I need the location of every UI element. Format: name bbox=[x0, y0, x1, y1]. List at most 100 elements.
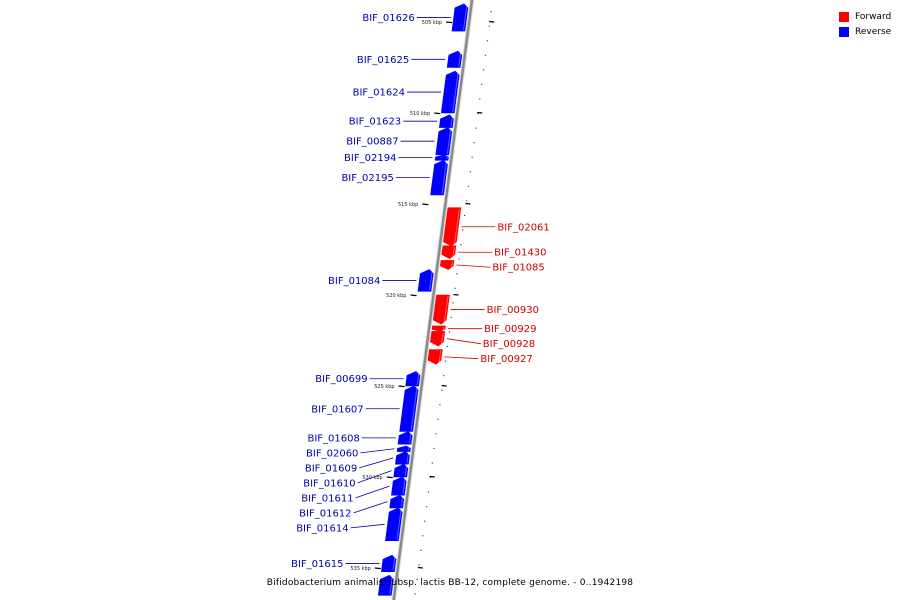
minor-tick bbox=[486, 40, 489, 42]
major-tick-left bbox=[386, 476, 393, 479]
gene-label[interactable]: BIF_01623 bbox=[349, 117, 401, 128]
gene-label[interactable]: BIF_01614 bbox=[296, 523, 348, 534]
gene-bif-00887[interactable] bbox=[435, 127, 453, 156]
gene-arrow[interactable] bbox=[389, 494, 405, 509]
gene-arrow[interactable] bbox=[439, 260, 455, 270]
gene-arrow[interactable] bbox=[393, 463, 409, 478]
gene-label[interactable]: BIF_01610 bbox=[303, 478, 355, 489]
gene-label[interactable]: BIF_01608 bbox=[307, 433, 359, 444]
minor-tick bbox=[458, 258, 460, 260]
gene-arrow[interactable] bbox=[443, 207, 462, 247]
gene-label[interactable]: BIF_01624 bbox=[353, 88, 405, 99]
gene-label[interactable]: BIF_01609 bbox=[305, 463, 357, 474]
gene-arrow[interactable] bbox=[405, 371, 421, 387]
genome-caption: Bifidobacterium animalis subsp. lactis B… bbox=[266, 578, 634, 588]
gene-arrow[interactable] bbox=[441, 245, 457, 259]
gene-arrow[interactable] bbox=[377, 574, 394, 596]
gene-label[interactable]: BIF_00928 bbox=[483, 339, 535, 350]
gene-bif-01611[interactable] bbox=[391, 476, 407, 496]
gene-bif-00930[interactable] bbox=[432, 294, 450, 325]
minor-tick bbox=[425, 506, 428, 508]
gene-bif-02061[interactable] bbox=[443, 207, 462, 247]
minor-tick bbox=[490, 11, 492, 13]
gene-arrow[interactable] bbox=[385, 507, 403, 542]
gene-label[interactable]: BIF_01612 bbox=[299, 508, 351, 519]
gene-arrow[interactable] bbox=[435, 127, 453, 156]
gene-arrow[interactable] bbox=[391, 476, 407, 496]
gene-arrow-highlight bbox=[458, 52, 462, 67]
gene-label[interactable]: BIF_01625 bbox=[357, 55, 409, 66]
gene-label[interactable]: BIF_01615 bbox=[291, 559, 343, 570]
gene-arrow-highlight bbox=[450, 261, 454, 269]
gene-arrow[interactable] bbox=[395, 451, 410, 465]
gene-bif-02194[interactable] bbox=[434, 154, 449, 161]
label-leader-line bbox=[456, 264, 491, 268]
gene-bif-01084[interactable] bbox=[417, 269, 434, 292]
gene-bif-01608[interactable] bbox=[397, 431, 413, 445]
legend-item-forward: Forward bbox=[839, 9, 891, 24]
minor-tick bbox=[433, 447, 435, 449]
gene-label[interactable]: BIF_02060 bbox=[306, 448, 358, 459]
minor-tick bbox=[443, 375, 445, 377]
gene-label[interactable]: BIF_00699 bbox=[315, 374, 367, 385]
gene-bif-00927[interactable] bbox=[427, 349, 443, 365]
gene-arrow[interactable] bbox=[440, 70, 460, 114]
minor-tick bbox=[424, 520, 426, 522]
gene-bif-01607[interactable] bbox=[399, 385, 419, 432]
gene-bif-01612[interactable] bbox=[389, 494, 405, 509]
gene-label[interactable]: BIF_01611 bbox=[301, 493, 353, 504]
genome-backbone-layer bbox=[391, 0, 475, 600]
gene-label[interactable]: BIF_01085 bbox=[492, 263, 544, 274]
gene-bif-01085[interactable] bbox=[439, 260, 455, 270]
minor-tick bbox=[452, 302, 454, 304]
gene-label[interactable]: BIF_00887 bbox=[346, 137, 398, 148]
gene-bif-02195[interactable] bbox=[430, 159, 448, 196]
gene-arrow[interactable] bbox=[446, 50, 463, 68]
label-leader-line bbox=[353, 501, 388, 514]
gene-arrow[interactable] bbox=[417, 269, 434, 292]
minor-tick bbox=[463, 214, 466, 217]
minor-tick bbox=[450, 316, 452, 318]
gene-arrow-highlight bbox=[416, 372, 420, 386]
gene-arrow[interactable] bbox=[434, 154, 449, 161]
gene-bif-00699[interactable] bbox=[405, 371, 421, 387]
gene-bif-01610[interactable] bbox=[393, 463, 409, 478]
gene-unlabelled[interactable] bbox=[377, 574, 394, 596]
gene-label[interactable]: BIF_01430 bbox=[494, 248, 546, 259]
gene-bif-01626[interactable] bbox=[451, 3, 469, 32]
minor-tick bbox=[477, 113, 479, 115]
gene-arrow[interactable] bbox=[381, 554, 397, 572]
gene-bif-01624[interactable] bbox=[440, 70, 460, 114]
minor-tick bbox=[465, 200, 468, 202]
gene-bif-01625[interactable] bbox=[446, 50, 463, 68]
gene-arrow[interactable] bbox=[397, 431, 413, 445]
gene-bif-00929[interactable] bbox=[431, 325, 446, 332]
gene-label[interactable]: BIF_00929 bbox=[484, 324, 536, 335]
gene-arrow[interactable] bbox=[431, 325, 446, 332]
gene-label[interactable]: BIF_01626 bbox=[362, 13, 414, 24]
gene-bif-01623[interactable] bbox=[439, 114, 454, 128]
gene-label[interactable]: BIF_02195 bbox=[341, 173, 393, 184]
gene-bif-00928[interactable] bbox=[430, 331, 446, 347]
gene-arrow[interactable] bbox=[439, 114, 454, 128]
gene-label[interactable]: BIF_01607 bbox=[311, 404, 363, 415]
gene-bif-01614[interactable] bbox=[385, 507, 403, 542]
gene-bif-01615[interactable] bbox=[381, 554, 397, 572]
gene-arrow[interactable] bbox=[432, 294, 450, 325]
gene-arrow[interactable] bbox=[396, 445, 411, 452]
gene-bif-02060[interactable] bbox=[396, 445, 411, 452]
gene-arrow-highlight bbox=[446, 155, 448, 160]
gene-label[interactable]: BIF_00927 bbox=[480, 354, 532, 365]
gene-arrow[interactable] bbox=[451, 3, 469, 32]
gene-label[interactable]: BIF_02194 bbox=[344, 153, 396, 164]
gene-arrow[interactable] bbox=[430, 159, 448, 196]
gene-label[interactable]: BIF_02061 bbox=[497, 222, 549, 233]
minor-tick bbox=[460, 244, 462, 246]
gene-bif-01609[interactable] bbox=[395, 451, 410, 465]
gene-bif-01430[interactable] bbox=[441, 245, 457, 259]
gene-arrow[interactable] bbox=[399, 385, 419, 432]
gene-label[interactable]: BIF_00930 bbox=[487, 305, 539, 316]
gene-arrow[interactable] bbox=[427, 349, 443, 365]
gene-label[interactable]: BIF_01084 bbox=[328, 276, 380, 287]
gene-arrow[interactable] bbox=[430, 331, 446, 347]
